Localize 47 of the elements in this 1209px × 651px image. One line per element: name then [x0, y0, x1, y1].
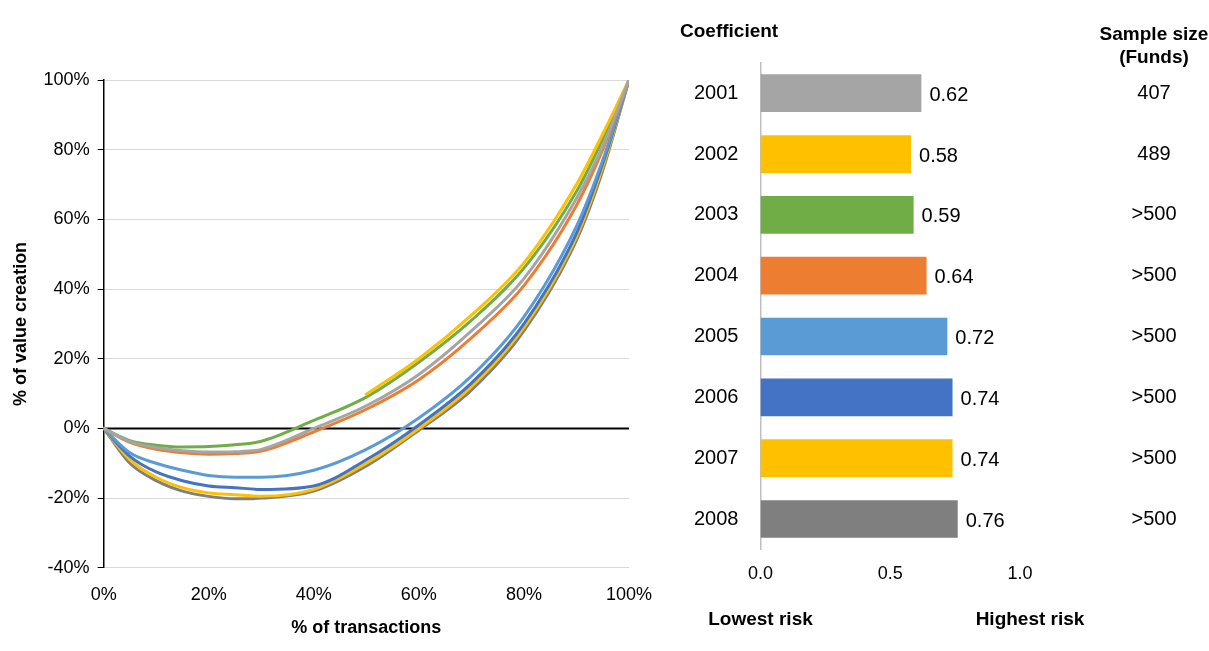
text: 407	[1137, 80, 1171, 103]
y-tick-label: 2007	[693, 445, 739, 468]
y-tick-label: 100%	[43, 68, 90, 89]
y-tick-label: 2006	[693, 384, 739, 407]
y-tick-label: 2008	[693, 506, 739, 529]
x-tick-label: 0%	[90, 583, 117, 604]
x-axis-title: % of transactions	[291, 617, 442, 638]
text: >500	[1131, 506, 1177, 529]
y-tick-label: -20%	[47, 487, 90, 508]
text: >500	[1131, 263, 1177, 286]
y-tick-label: 2001	[693, 80, 739, 103]
data-label: 0.59	[921, 204, 961, 227]
data-label: 0.72	[955, 326, 995, 349]
y-tick-label: 2003	[693, 202, 739, 225]
x-tick-label: 80%	[505, 583, 542, 604]
y-axis-title: % of value creation	[9, 241, 30, 406]
x-tick-label: 100%	[605, 583, 652, 604]
text: >500	[1131, 384, 1177, 407]
y-tick-label: -40%	[47, 556, 90, 577]
data-label: 0.76	[965, 508, 1005, 531]
text: >500	[1131, 324, 1177, 347]
text: >500	[1131, 445, 1177, 468]
x-tick-label: 20%	[190, 583, 227, 604]
y-tick-label: 2004	[693, 263, 739, 286]
data-label: 0.62	[929, 82, 969, 105]
x-tick-label: 1.0	[1007, 563, 1033, 584]
x-tick-label: 0.0	[747, 563, 774, 584]
x-tick-label: 40%	[295, 583, 332, 604]
data-label: 0.58	[919, 143, 958, 166]
data-label: 0.74	[960, 386, 1000, 409]
y-tick-label: 0%	[63, 417, 90, 438]
y-tick-label: 60%	[53, 208, 90, 229]
text: Sample size (Funds)	[1099, 23, 1209, 67]
y-tick-label: 20%	[53, 347, 90, 368]
text: >500	[1131, 202, 1177, 225]
y-tick-label: 2002	[693, 141, 739, 164]
y-tick-label: 80%	[53, 138, 90, 159]
data-label: 0.64	[934, 265, 974, 288]
text: 489	[1137, 141, 1171, 164]
x-tick-label: 0.5	[877, 563, 903, 584]
y-tick-label: 40%	[53, 278, 90, 299]
data-label: 0.74	[960, 447, 1000, 470]
text: Highest risk	[975, 608, 1085, 630]
text: Lowest risk	[708, 608, 814, 630]
chart-title: Coefficient	[680, 19, 779, 41]
x-tick-label: 60%	[400, 583, 437, 604]
y-tick-label: 2005	[693, 324, 739, 347]
